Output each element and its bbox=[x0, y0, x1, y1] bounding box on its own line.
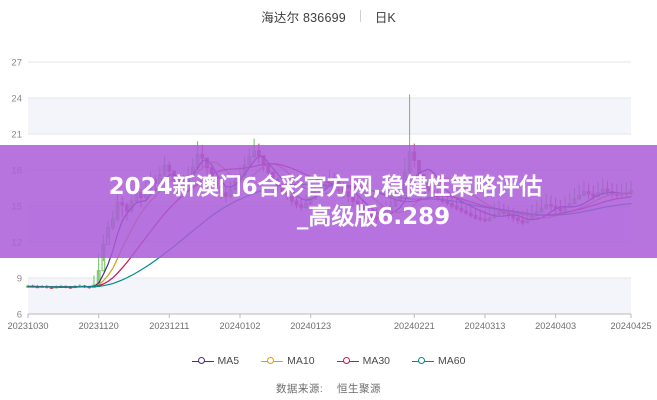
chart-plot-area: 6 9 12 15 18 21 24 27 20231030 20231120 20231211 20… bbox=[8, 58, 652, 332]
svg-text:20240123: 20240123 bbox=[290, 321, 331, 331]
svg-text:20240313: 20240313 bbox=[465, 321, 506, 331]
legend-label-ma5: MA5 bbox=[217, 355, 240, 367]
chart-header: 海达尔 836699 日K bbox=[0, 4, 657, 28]
data-source-label: 数据来源: bbox=[275, 383, 324, 395]
svg-text:18: 18 bbox=[11, 166, 22, 177]
svg-text:20240425: 20240425 bbox=[611, 321, 652, 331]
legend-marker-ma30-icon bbox=[336, 356, 359, 367]
svg-text:21: 21 bbox=[11, 130, 22, 141]
svg-text:20240102: 20240102 bbox=[220, 321, 261, 331]
svg-text:15: 15 bbox=[11, 202, 22, 213]
data-source-value: 恒生聚源 bbox=[337, 383, 382, 395]
svg-text:9: 9 bbox=[17, 274, 22, 285]
header-divider bbox=[359, 10, 361, 22]
legend-marker-ma60-icon bbox=[412, 356, 435, 367]
stock-name-label: 海达尔 836699 bbox=[261, 10, 346, 25]
legend-label-ma60: MA60 bbox=[438, 355, 466, 367]
legend-item-ma10[interactable]: MA10 bbox=[261, 355, 315, 367]
data-source-note: 数据来源: 恒生聚源 bbox=[0, 381, 657, 396]
svg-text:6: 6 bbox=[17, 310, 22, 321]
legend-item-ma30[interactable]: MA30 bbox=[336, 355, 391, 367]
legend-marker-ma5-icon bbox=[191, 356, 214, 367]
legend-item-ma5[interactable]: MA5 bbox=[191, 355, 240, 367]
svg-text:20231211: 20231211 bbox=[149, 321, 189, 331]
svg-text:24: 24 bbox=[11, 94, 22, 105]
chart-legend: MA5 MA10 MA30 MA60 bbox=[0, 355, 657, 367]
svg-text:20240403: 20240403 bbox=[535, 321, 576, 331]
legend-label-ma10: MA10 bbox=[287, 355, 315, 367]
svg-text:12: 12 bbox=[11, 238, 22, 249]
svg-text:20231030: 20231030 bbox=[8, 321, 49, 331]
legend-label-ma30: MA30 bbox=[362, 355, 391, 367]
svg-text:20240221: 20240221 bbox=[394, 321, 435, 331]
legend-item-ma60[interactable]: MA60 bbox=[412, 355, 465, 367]
svg-text:20231120: 20231120 bbox=[79, 321, 119, 331]
svg-text:27: 27 bbox=[11, 58, 22, 69]
legend-marker-ma10-icon bbox=[261, 356, 284, 367]
period-label: 日K bbox=[374, 10, 396, 25]
